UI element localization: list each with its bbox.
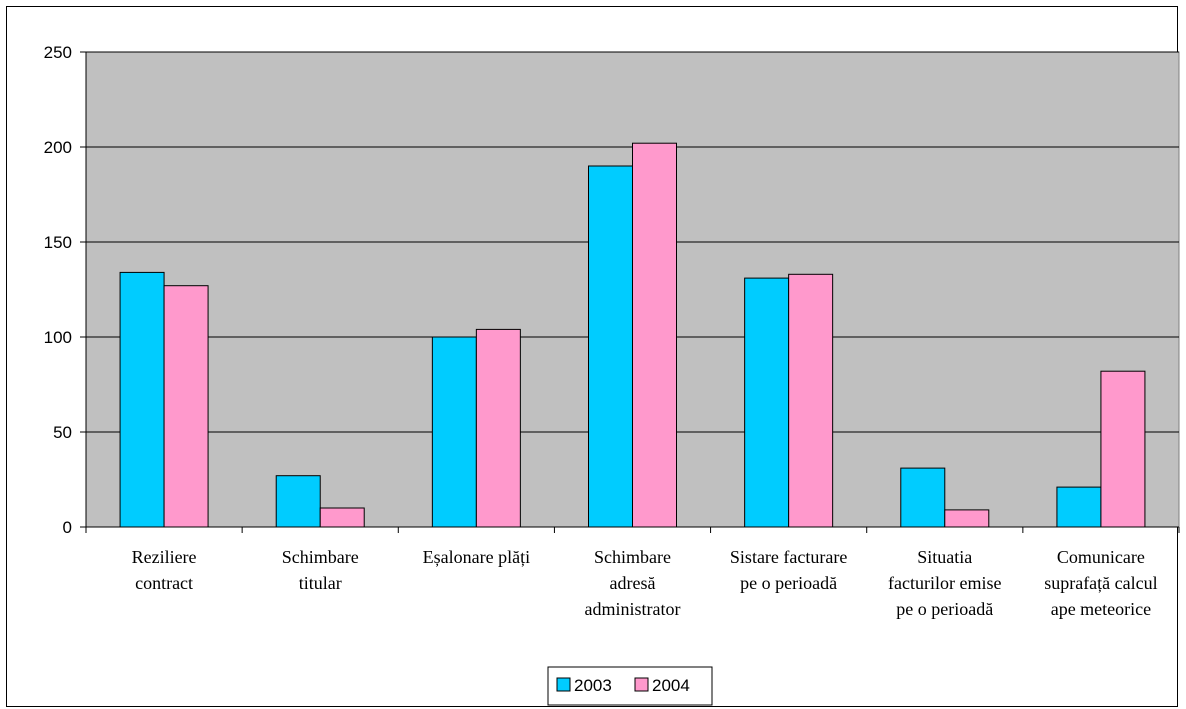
bar-2003 [744, 277, 790, 528]
category-label: pe o perioadă [740, 573, 837, 593]
y-tick-label: 250 [44, 43, 72, 62]
bar-2003 [1056, 486, 1102, 528]
y-tick-label: 50 [53, 423, 72, 442]
category-label: Situatia [917, 547, 972, 567]
legend: 2003 2004 [547, 666, 713, 706]
category-label: facturilor emise [888, 573, 1001, 593]
bar-2003 [900, 467, 946, 528]
category-labels: Reziliere contract Schimbare titular Eșalona… [132, 547, 1158, 619]
legend-swatch-2004 [634, 677, 649, 692]
axes [85, 52, 1180, 533]
category-label: Schimbare [282, 547, 359, 567]
legend-box [547, 666, 713, 706]
bar-2004 [632, 142, 677, 528]
bar-2003 [119, 271, 165, 528]
y-tick-label: 100 [44, 328, 72, 347]
y-tick-label: 0 [63, 518, 72, 537]
bar-2004 [788, 273, 834, 528]
category-label: pe o perioadă [896, 599, 993, 619]
category-label: Schimbare [594, 547, 671, 567]
bars [119, 142, 1146, 528]
bar-2004 [319, 507, 365, 528]
bar-2004 [475, 328, 521, 528]
legend-swatch-2003 [556, 677, 571, 692]
legend-label-2003: 2003 [574, 676, 612, 695]
category-label: ape meteorice [1051, 599, 1151, 619]
category-label: Comunicare [1057, 547, 1145, 567]
y-tick-label: 200 [44, 138, 72, 157]
category-label: Sistare facturare [730, 547, 847, 567]
y-tick-label: 150 [44, 233, 72, 252]
bar-2003 [275, 475, 321, 528]
category-label: contract [135, 573, 193, 593]
bar-2003 [588, 165, 633, 528]
bar-2003 [431, 336, 477, 528]
category-label: titular [299, 573, 342, 593]
bar-2004 [1100, 370, 1146, 528]
y-tick-labels: 0 50 100 150 200 250 [44, 43, 86, 537]
category-label: Reziliere [132, 547, 197, 567]
bar-2004 [163, 285, 209, 528]
legend-label-2004: 2004 [652, 676, 690, 695]
category-label: suprafață calcul [1044, 573, 1157, 593]
bar-2004 [944, 509, 990, 528]
category-label: adresă [610, 573, 656, 593]
category-label: Eșalonare plăți [423, 547, 530, 567]
category-label: administrator [585, 599, 681, 619]
